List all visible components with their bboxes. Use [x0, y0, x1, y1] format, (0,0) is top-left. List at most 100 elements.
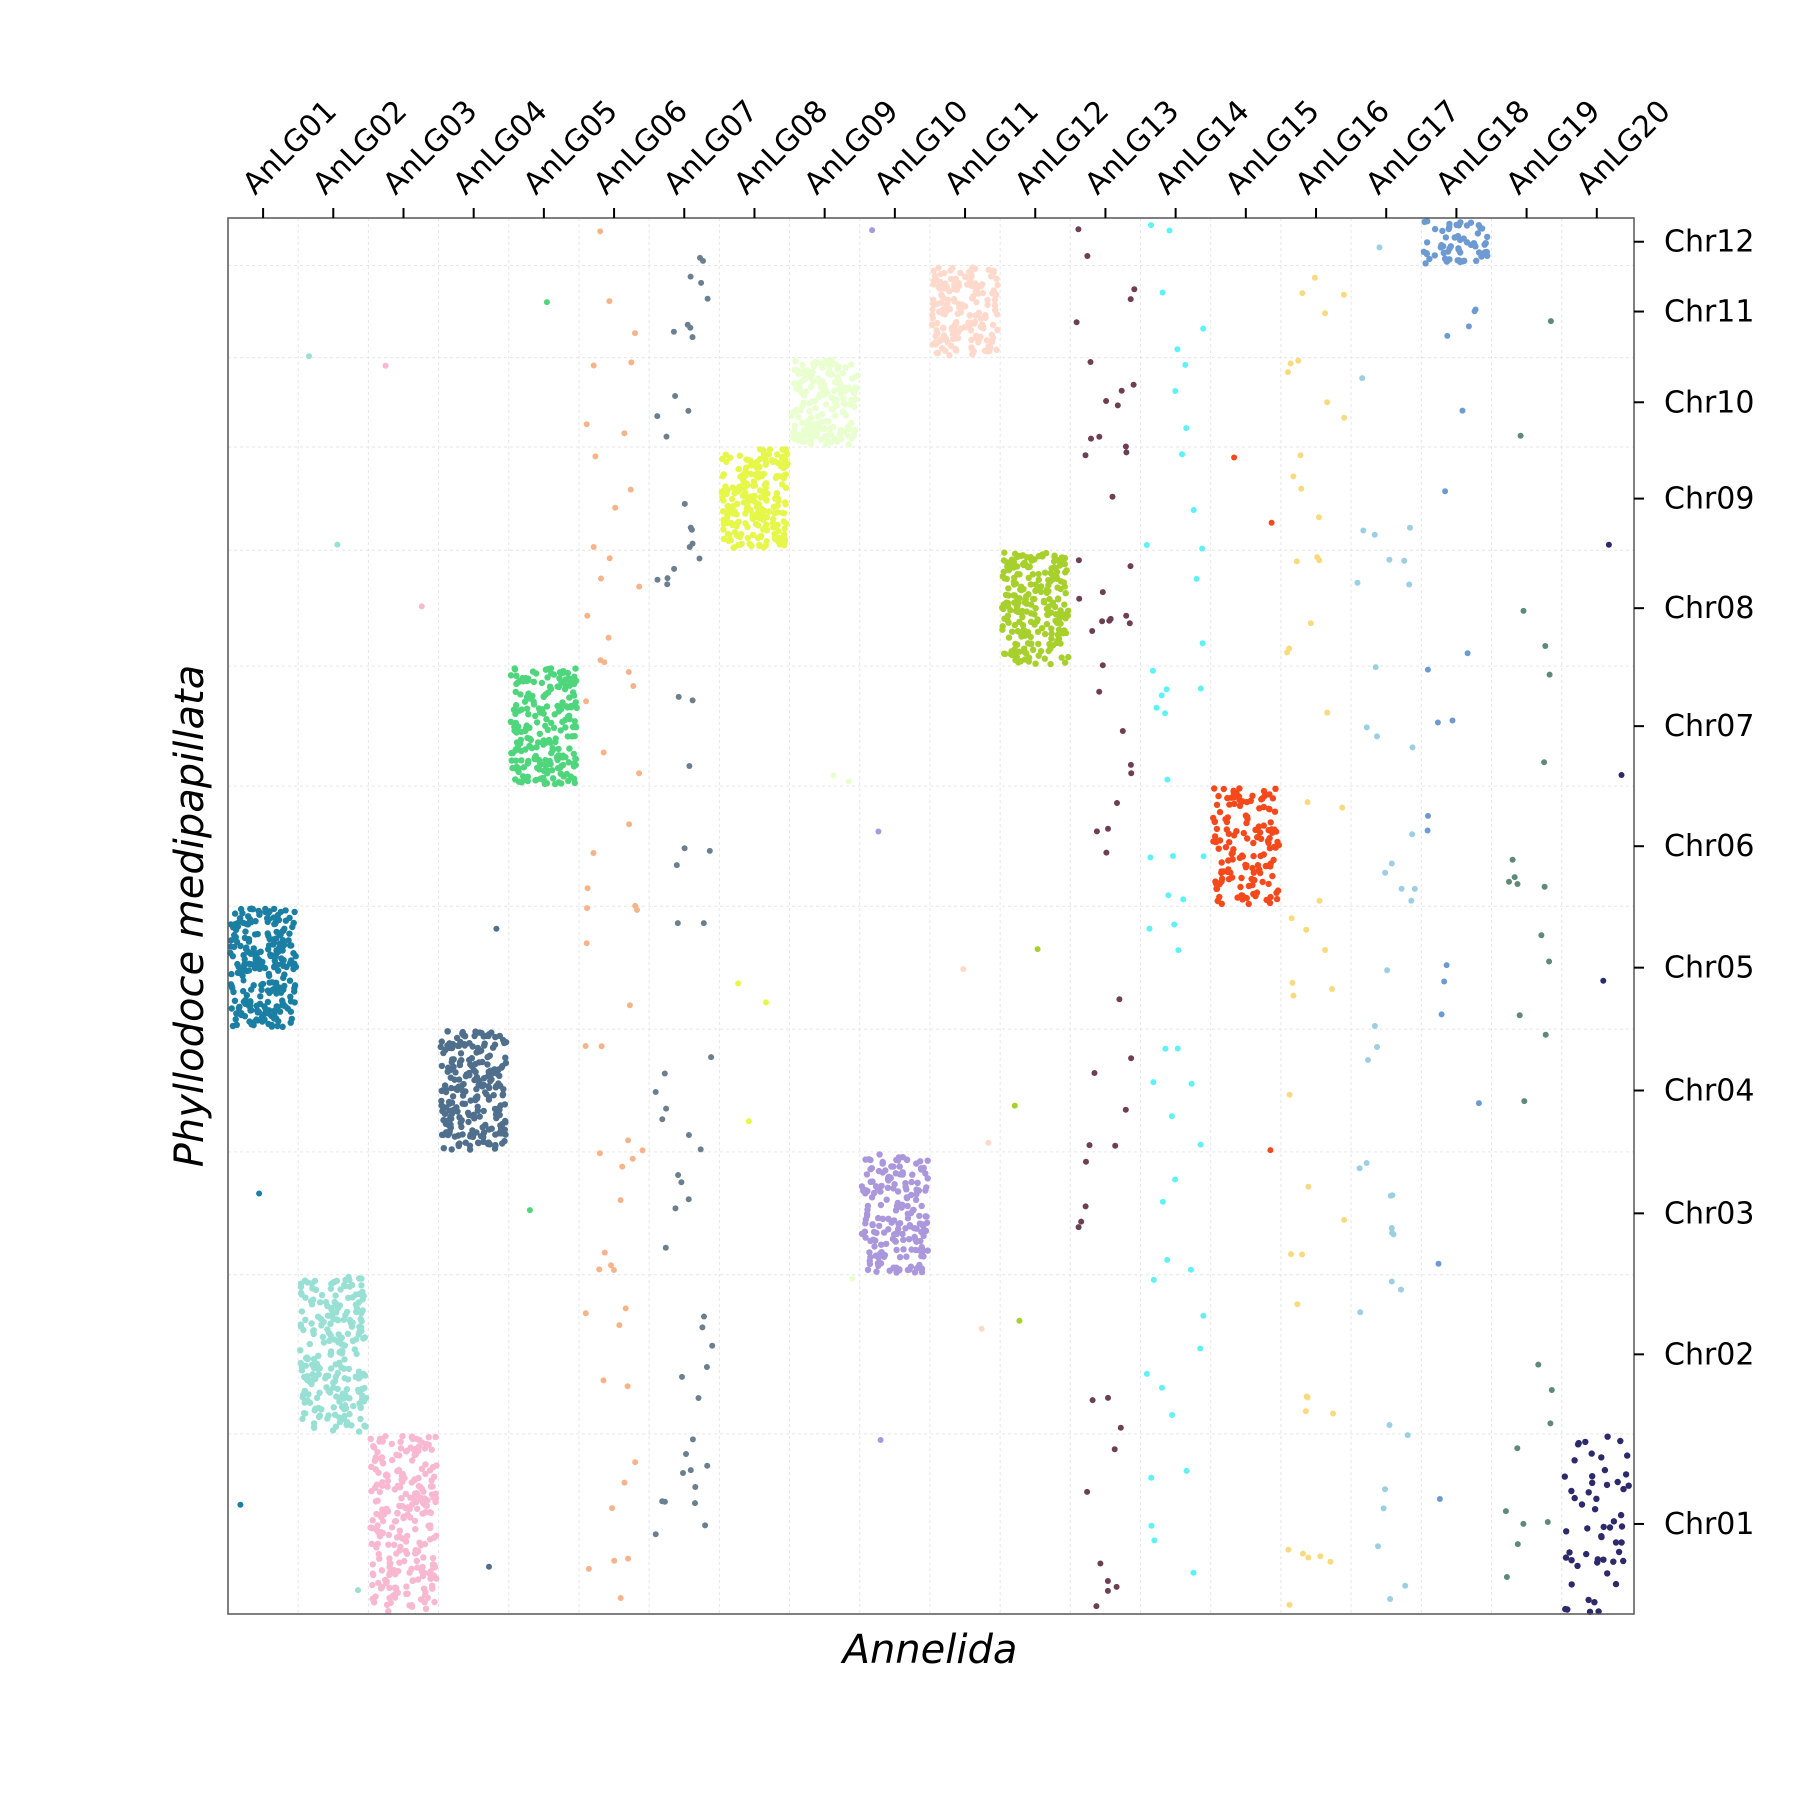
data-point	[444, 1028, 451, 1035]
data-point	[281, 982, 288, 990]
data-point	[530, 678, 538, 685]
data-point	[352, 1336, 360, 1343]
data-point	[572, 724, 580, 731]
data-point	[1447, 243, 1455, 250]
data-point	[891, 1181, 898, 1188]
data-point	[920, 1222, 927, 1230]
data-point	[774, 451, 781, 458]
data-point	[1422, 260, 1429, 267]
data-point	[394, 1482, 402, 1490]
data-point	[1568, 1581, 1575, 1588]
data-point	[722, 451, 729, 458]
data-point	[1584, 1525, 1591, 1532]
data-point	[1305, 1183, 1312, 1190]
data-point	[522, 746, 529, 753]
data-point	[1330, 1410, 1336, 1417]
data-point	[335, 1331, 342, 1338]
data-point	[1170, 853, 1176, 859]
data-point	[227, 937, 235, 944]
data-point	[384, 1472, 391, 1479]
data-point	[382, 362, 389, 369]
data-point	[1514, 1445, 1521, 1452]
data-point	[687, 324, 694, 331]
data-point	[1374, 1044, 1380, 1050]
data-point	[1096, 688, 1103, 695]
data-point	[922, 1170, 929, 1177]
data-point	[298, 1291, 305, 1298]
data-point	[1011, 550, 1019, 558]
data-point	[258, 986, 265, 993]
data-point	[674, 920, 681, 927]
data-point	[1237, 883, 1244, 891]
data-point	[270, 914, 277, 921]
data-point	[1047, 660, 1054, 668]
data-point	[1117, 1424, 1124, 1431]
data-point	[393, 1534, 401, 1541]
data-point	[1111, 1446, 1118, 1453]
data-point	[957, 269, 964, 277]
data-point	[582, 1310, 589, 1317]
data-point	[1035, 640, 1042, 648]
data-point	[862, 1216, 869, 1223]
data-point	[1478, 225, 1486, 232]
data-point	[783, 462, 790, 470]
data-point	[385, 1608, 392, 1615]
data-point	[338, 1341, 346, 1348]
data-point	[1431, 225, 1439, 233]
data-point	[735, 465, 742, 473]
data-point	[1305, 1554, 1312, 1561]
data-point	[359, 1307, 366, 1314]
data-point	[1146, 925, 1153, 932]
data-point	[867, 1156, 874, 1164]
data-point	[781, 539, 788, 546]
data-point	[320, 1339, 328, 1346]
data-point	[565, 759, 572, 766]
data-point	[770, 523, 778, 531]
data-point	[1249, 881, 1256, 889]
data-point	[346, 1395, 353, 1402]
data-point	[1386, 1422, 1393, 1428]
data-point	[336, 1359, 343, 1367]
data-point	[372, 1466, 379, 1473]
data-point	[261, 964, 269, 972]
data-point	[763, 527, 771, 534]
data-point	[1113, 1583, 1120, 1590]
data-point	[828, 356, 835, 364]
data-point	[1304, 799, 1311, 806]
data-point	[1612, 1539, 1620, 1546]
data-point	[1327, 1558, 1334, 1565]
data-point	[993, 346, 1000, 353]
data-point	[1408, 897, 1415, 904]
data-point	[486, 1031, 493, 1038]
data-point	[1168, 1113, 1175, 1120]
data-point	[349, 1281, 356, 1289]
data-point	[493, 925, 500, 932]
data-point	[1029, 595, 1037, 603]
data-point	[517, 691, 524, 698]
data-point	[264, 918, 271, 926]
data-point	[1147, 854, 1154, 861]
data-point	[1008, 556, 1016, 563]
data-point	[1162, 710, 1169, 717]
x-tick-labels: AnLG01AnLG02AnLG03AnLG04AnLG05AnLG06AnLG…	[236, 94, 1678, 202]
data-point	[811, 397, 819, 405]
data-point	[1322, 310, 1329, 317]
data-point	[264, 930, 271, 937]
data-point	[562, 754, 569, 761]
data-point	[253, 1002, 260, 1009]
data-point	[1172, 1176, 1179, 1183]
plot-frame	[227, 217, 1635, 1615]
data-point	[863, 1171, 871, 1178]
data-point	[1618, 772, 1625, 778]
data-point	[1022, 650, 1030, 657]
data-point	[848, 435, 855, 442]
data-point	[685, 1196, 692, 1203]
data-point	[279, 1002, 287, 1009]
data-point	[470, 1066, 477, 1074]
data-point	[844, 385, 851, 392]
data-point	[559, 669, 566, 677]
data-point	[456, 1059, 464, 1066]
data-point	[1078, 1218, 1085, 1225]
data-point	[810, 360, 817, 367]
data-point	[533, 719, 541, 726]
